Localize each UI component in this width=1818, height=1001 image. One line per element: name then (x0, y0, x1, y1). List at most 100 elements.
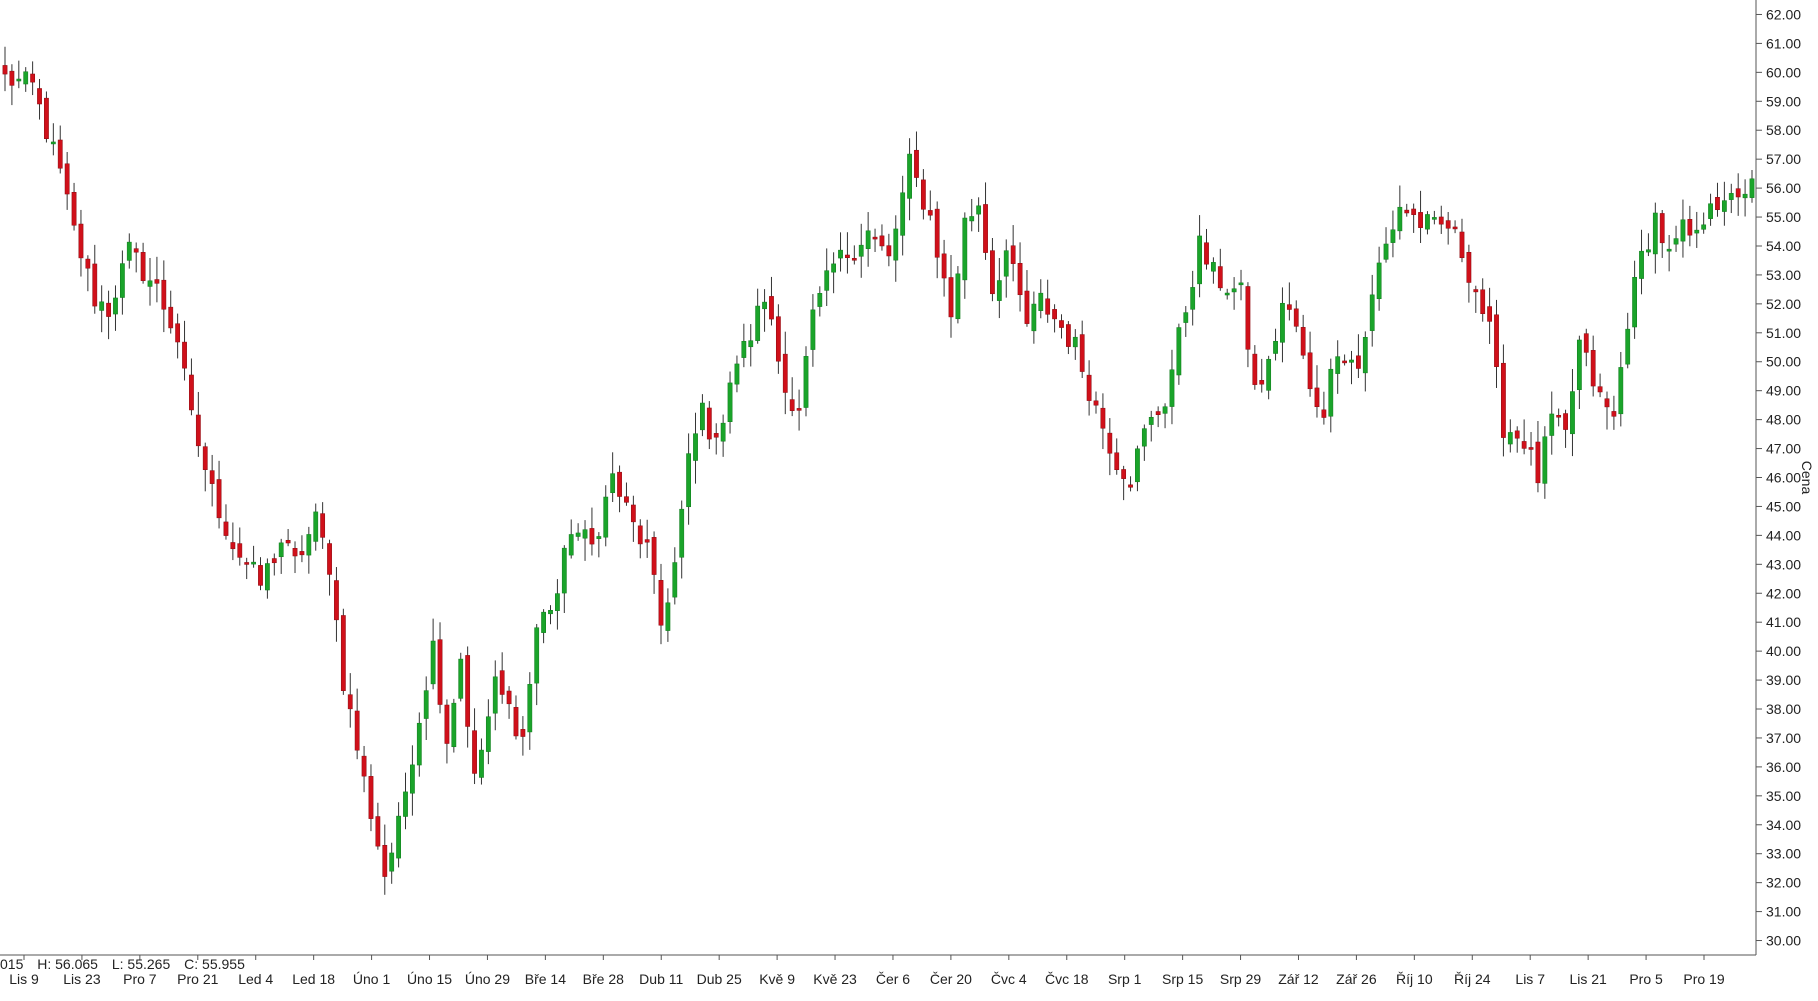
y-tick-label: 53.00 (1766, 267, 1801, 283)
candle-down (1452, 226, 1458, 230)
candle-down (1017, 263, 1023, 296)
candle-down (644, 539, 650, 543)
candle-down (1307, 352, 1313, 390)
x-tick-label: Dub 11 (639, 971, 683, 987)
candle-down (1445, 220, 1451, 229)
x-tick-label: Pro 7 (123, 971, 157, 987)
x-tick-label: Bře 14 (525, 971, 566, 987)
candle-up (596, 536, 602, 539)
candle-up (451, 702, 457, 748)
candle-up (810, 309, 816, 350)
candle-up (1728, 193, 1734, 200)
x-tick-label: Úno 15 (407, 971, 452, 987)
candle-up (907, 153, 912, 199)
x-tick-label: Bře 28 (583, 971, 624, 987)
candle-down (927, 210, 933, 216)
candle-up (1335, 356, 1341, 374)
candle-down (1300, 327, 1306, 356)
candle-down (1045, 298, 1051, 315)
candle-down (1100, 407, 1106, 429)
candle-up (534, 627, 540, 684)
candle-down (375, 816, 381, 847)
candle-down (1321, 409, 1327, 418)
y-tick-label: 39.00 (1766, 672, 1801, 688)
candle-down (1459, 231, 1465, 259)
x-tick-label: Pro 5 (1629, 971, 1663, 987)
candle-up (1141, 428, 1147, 447)
candle-up (1169, 369, 1175, 407)
candle-up (492, 676, 498, 714)
candle-down (630, 504, 636, 523)
candle-down (706, 407, 712, 440)
candle-up (1425, 214, 1430, 230)
candle-down (189, 374, 194, 411)
candle-up (1369, 294, 1375, 331)
candle-down (1556, 414, 1562, 418)
y-tick-label: 48.00 (1766, 412, 1801, 428)
candle-up (126, 241, 132, 261)
candle-up (1349, 359, 1354, 363)
candle-down (1521, 441, 1527, 449)
candle-down (1480, 289, 1486, 314)
candle-down (1356, 355, 1361, 369)
y-tick-label: 52.00 (1766, 296, 1801, 312)
candle-up (762, 301, 767, 310)
candle-up (824, 270, 830, 291)
candle-down (299, 551, 305, 556)
candle-down (1024, 290, 1030, 324)
candle-down (1583, 333, 1589, 353)
candle-up (700, 402, 705, 431)
candle-up (962, 217, 968, 281)
x-tick-label: Čvc 4 (991, 971, 1027, 987)
candle-down (44, 97, 49, 140)
candle-down (1528, 447, 1534, 450)
candle-up (306, 534, 312, 556)
y-tick-label: 54.00 (1766, 238, 1801, 254)
candle-up (416, 722, 422, 766)
x-tick-label: Čer 6 (876, 971, 910, 987)
candle-down (1535, 441, 1541, 484)
candle-up (1224, 292, 1230, 296)
y-tick-label: 30.00 (1766, 933, 1801, 949)
candle-down (1604, 398, 1610, 408)
y-tick-label: 51.00 (1766, 325, 1801, 341)
candle-up (1162, 406, 1168, 414)
candle-up (1646, 249, 1651, 253)
candle-up (50, 141, 56, 145)
candle-down (1342, 360, 1347, 364)
candle-down (1659, 213, 1665, 244)
x-tick-label: Lis 9 (9, 971, 39, 987)
candle-down (340, 615, 346, 691)
y-tick-label: 59.00 (1766, 93, 1801, 109)
candle-down (1086, 374, 1092, 401)
candle-up (265, 563, 270, 591)
candle-down (1128, 484, 1133, 488)
x-tick-label: Kvě 9 (759, 971, 795, 987)
candle-down (140, 252, 146, 281)
candle-up (568, 534, 574, 556)
y-tick-label: 43.00 (1766, 556, 1801, 572)
candle-up (858, 244, 864, 257)
candle-down (85, 258, 91, 269)
candle-down (327, 543, 332, 575)
candle-down (1735, 188, 1741, 198)
candle-up (955, 273, 961, 320)
candle-up (665, 602, 671, 631)
y-tick-label: 45.00 (1766, 498, 1801, 514)
candle-down (1597, 386, 1603, 393)
x-tick-label: Pro 21 (177, 971, 218, 987)
candle-up (1238, 282, 1244, 286)
ohlc-readout: 015 H: 56.065 L: 55.265 C: 55.955 (0, 956, 255, 974)
candle-down (57, 139, 63, 169)
candle-up (1383, 243, 1389, 260)
candle-down (1010, 245, 1016, 264)
y-tick-label: 56.00 (1766, 180, 1801, 196)
candle-down (1245, 286, 1251, 350)
candle-up (1183, 312, 1189, 323)
ohlc-prefix: 015 (0, 956, 24, 972)
candle-down (209, 470, 215, 484)
candle-up (23, 71, 29, 85)
candle-down (1411, 208, 1417, 215)
x-tick-label: Srp 15 (1162, 971, 1203, 987)
